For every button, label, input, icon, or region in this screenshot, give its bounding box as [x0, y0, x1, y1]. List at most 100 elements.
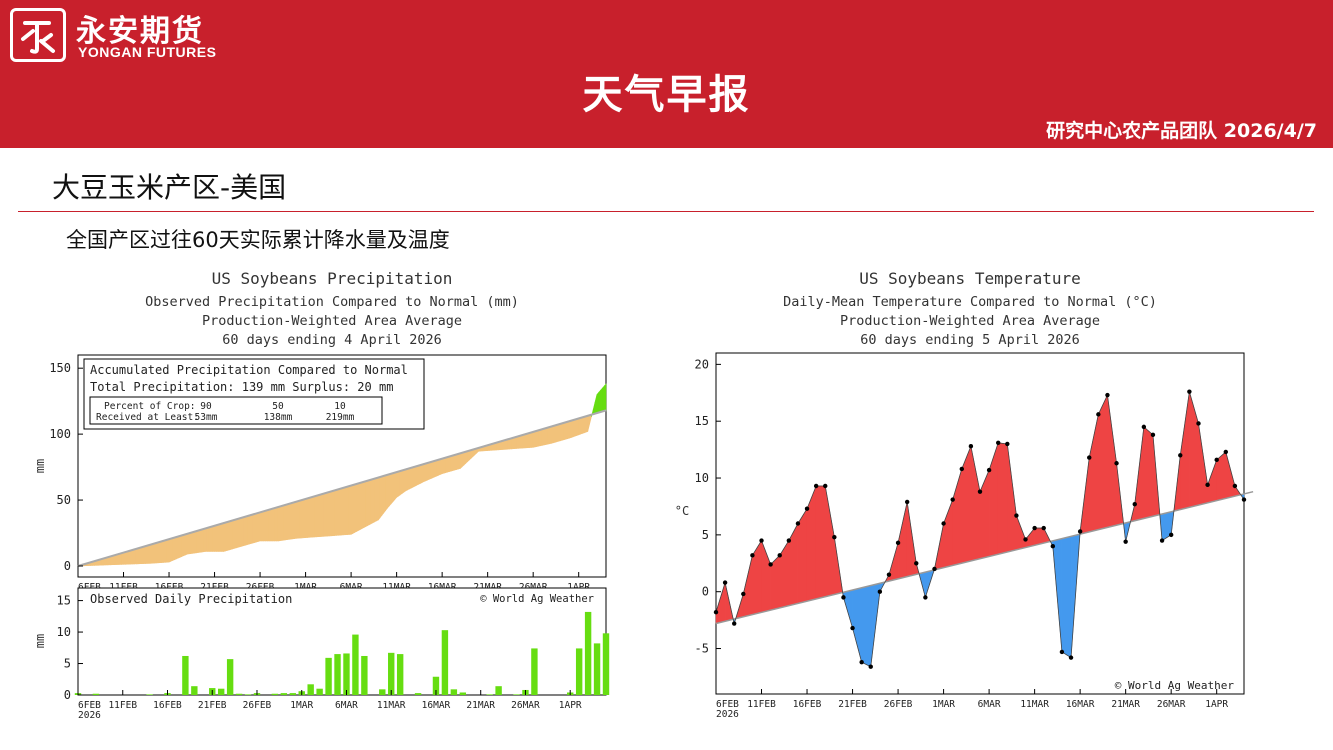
temp-marks: -5 0 5 10 15 20 6FEB 11FEB 16FEB 21FEB 26FEB 1MAR 6M… — [695, 357, 1254, 720]
temp-point — [986, 467, 992, 473]
daily-bar — [146, 694, 153, 695]
temp-point — [795, 521, 801, 526]
x-tick-label: 6FEB — [716, 699, 739, 710]
daily-bar — [316, 688, 323, 695]
temp-point — [1114, 461, 1119, 466]
temp-diff-area — [1143, 426, 1154, 519]
y-tick-label: 10 — [57, 625, 71, 639]
x-year-label: 2026 — [716, 709, 739, 720]
x-tick-label: 16FEB — [155, 582, 184, 592]
x-tick-label: 21MAR — [466, 700, 495, 711]
temp-point — [904, 499, 910, 505]
received-value: 219mm — [326, 412, 355, 423]
temp-point — [996, 440, 1001, 445]
daily-bar — [307, 684, 314, 695]
x-tick-label: 11MAR — [377, 700, 406, 711]
temp-point — [713, 609, 719, 615]
temp-chart: US Soybeans Temperature Daily-Mean Tempe… — [675, 269, 1254, 720]
daily-bar — [388, 652, 395, 695]
x-tick-label: 21FEB — [838, 699, 867, 710]
page-title: 天气早报 — [582, 72, 751, 118]
temp-point — [1187, 389, 1192, 394]
temp-point — [759, 538, 764, 543]
temp-subtitle-1: Daily-Mean Temperature Compared to Norma… — [783, 294, 1157, 310]
x-tick-label: 6FEB — [78, 582, 101, 592]
daily-bar — [226, 659, 234, 695]
daily-bar — [593, 643, 601, 695]
precip-chart: US Soybeans Precipitation Observed Preci… — [33, 269, 607, 592]
x-tick-label: 1MAR — [294, 582, 317, 592]
received-value: 138mm — [264, 412, 293, 423]
daily-bar — [513, 694, 520, 695]
daily-bar — [584, 611, 592, 695]
x-year-label: 2026 — [78, 710, 101, 721]
x-tick-label: 1APR — [559, 700, 582, 711]
y-tick-label: 10 — [695, 471, 709, 485]
temp-point — [804, 506, 810, 511]
daily-bar — [334, 654, 341, 695]
temp-point — [914, 561, 919, 566]
received-value: 53mm — [195, 412, 218, 423]
daily-credit: © World Ag Weather — [480, 593, 594, 605]
y-tick-label: 0 — [64, 688, 71, 702]
y-tick-label: -5 — [695, 642, 709, 656]
precip-box-title: Accumulated Precipitation Compared to No… — [90, 363, 408, 377]
temp-point — [950, 497, 955, 502]
daily-bar — [92, 693, 100, 695]
temp-point — [823, 483, 828, 489]
logo-chinese: 永安期货 — [76, 14, 204, 49]
daily-bar — [289, 693, 296, 695]
y-tick-label: 0 — [64, 559, 71, 573]
temp-diff-area — [861, 585, 872, 668]
daily-bar — [441, 630, 449, 695]
daily-bar — [531, 648, 538, 695]
percent-value: 90 — [200, 401, 212, 412]
daily-bar — [343, 653, 350, 695]
temp-point — [868, 664, 873, 669]
temp-point — [777, 553, 782, 558]
temp-point — [923, 595, 928, 600]
temp-point — [1223, 449, 1228, 455]
temp-point — [850, 625, 855, 631]
daily-bar — [191, 686, 198, 695]
temp-point — [832, 534, 837, 540]
daily-bar — [486, 694, 493, 695]
daily-bar — [495, 686, 502, 695]
temp-ylabel: °C — [675, 504, 689, 518]
daily-bar — [396, 654, 404, 695]
temp-diff-area — [1061, 536, 1072, 659]
x-tick-label: 16MAR — [428, 582, 457, 592]
x-tick-label: 26MAR — [519, 582, 548, 592]
y-tick-label: 15 — [57, 594, 71, 608]
y-tick-label: 5 — [702, 528, 709, 542]
x-tick-label: 1APR — [1205, 699, 1228, 710]
daily-bar — [217, 688, 225, 695]
temp-point — [1096, 412, 1101, 417]
temp-point — [932, 566, 937, 572]
precip-diff-area — [603, 383, 607, 412]
temp-point — [1159, 538, 1165, 543]
x-tick-label: 6FEB — [78, 700, 101, 711]
temp-point — [1132, 501, 1137, 507]
precip-subtitle-1: Observed Precipitation Compared to Norma… — [145, 294, 519, 310]
logo-icon — [10, 8, 66, 62]
temp-normal-line — [715, 490, 1254, 625]
temp-diff-area — [997, 442, 1008, 555]
x-tick-label: 6MAR — [335, 700, 358, 711]
temp-credit: © World Ag Weather — [1115, 679, 1235, 692]
temp-point — [1141, 424, 1147, 430]
temp-point — [886, 572, 892, 577]
temp-point — [1077, 529, 1083, 534]
temp-point — [722, 580, 728, 585]
temp-point — [1150, 432, 1156, 438]
temp-point — [841, 595, 846, 600]
y-tick-label: 100 — [49, 427, 71, 441]
temp-point — [732, 621, 737, 626]
x-tick-label: 1MAR — [932, 699, 955, 710]
y-tick-label: 50 — [57, 493, 71, 507]
temp-point — [1105, 392, 1110, 398]
temp-point — [1014, 513, 1019, 518]
temp-point — [977, 489, 983, 494]
temp-point — [1087, 455, 1092, 460]
x-tick-label: 26FEB — [243, 700, 272, 711]
